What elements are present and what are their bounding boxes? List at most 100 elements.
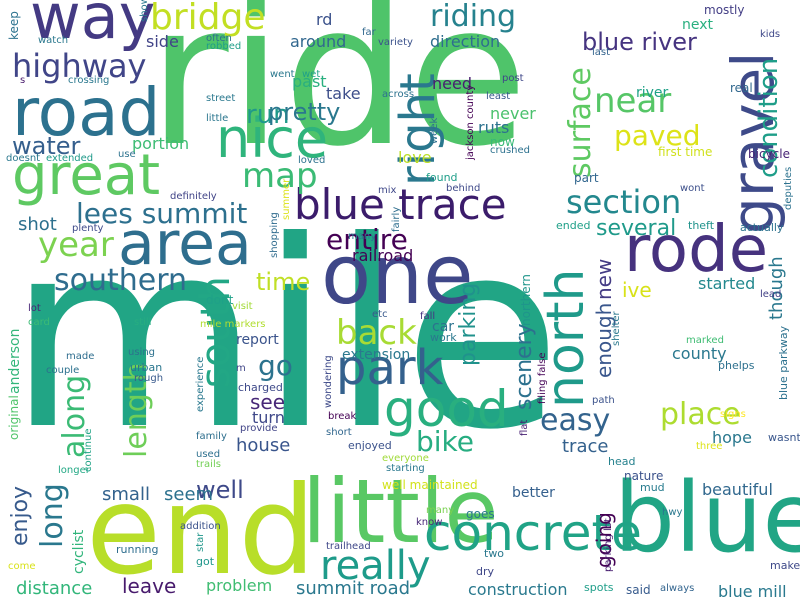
word-starting: starting — [386, 463, 425, 474]
word-wondering: wondering — [323, 355, 334, 408]
word-marked: marked — [686, 335, 724, 346]
word-mile-markers: mile markers — [200, 319, 266, 330]
word-enjoy: enjoy — [8, 485, 33, 546]
word-enjoyed: enjoyed — [348, 439, 392, 452]
word-need: need — [432, 74, 472, 93]
word-crossing: crossing — [68, 75, 110, 86]
word-shot: shot — [18, 214, 57, 235]
word-end: end — [86, 460, 316, 600]
word-variety: variety — [378, 37, 413, 48]
word-s: s — [20, 75, 26, 86]
word-beautiful: beautiful — [702, 480, 773, 499]
word-way: way — [30, 0, 156, 53]
word-bicycle: bicycle — [748, 147, 790, 161]
word-run: run — [246, 100, 290, 130]
word-extended: extended — [46, 153, 94, 164]
word-highway: highway — [12, 47, 147, 85]
word-hope: hope — [712, 428, 752, 447]
word-seem: seem — [164, 484, 214, 505]
word-said: said — [626, 583, 651, 597]
word-around: around — [290, 32, 347, 51]
word-new: new — [592, 258, 616, 300]
word-mud: mud — [640, 481, 665, 494]
word-goes: goes — [466, 507, 495, 521]
word-ive: ive — [622, 278, 652, 302]
word-show: show — [139, 0, 150, 22]
word-anderson: anderson — [7, 328, 23, 394]
word-actually: actually — [740, 221, 784, 234]
word-running: running — [116, 543, 159, 556]
word-wet: wet — [302, 69, 321, 80]
word-map: map — [242, 156, 318, 196]
word-scenery: scenery — [512, 323, 537, 410]
word-come: come — [8, 561, 36, 572]
word-mix: mix — [378, 185, 397, 196]
word-river: river — [636, 85, 669, 101]
word-little-2: little — [206, 113, 229, 124]
word-addition: addition — [180, 521, 221, 532]
word-lot: lot — [28, 303, 41, 314]
word-good: good — [384, 380, 509, 438]
word-first-time: first time — [658, 145, 713, 159]
word-found: found — [426, 171, 458, 184]
word-work: work — [430, 331, 457, 344]
word-post: post — [502, 73, 524, 84]
word-original: original — [7, 395, 21, 440]
word-often: often — [206, 33, 232, 44]
word-house: house — [236, 435, 291, 456]
word-using: using — [128, 347, 156, 358]
word-side: side — [146, 32, 179, 51]
word-etc: etc — [372, 309, 388, 320]
word-construction: construction — [468, 580, 568, 599]
word-blue-trace: blue trace — [294, 180, 507, 229]
word-definitely: definitely — [170, 191, 217, 202]
word-many-2: many — [348, 231, 377, 242]
word-crushed: crushed — [490, 145, 530, 156]
word-lees-summit: lees summit — [76, 197, 248, 230]
word-well: well — [196, 476, 244, 504]
word-trails: trails — [196, 459, 221, 470]
word-now: now — [490, 135, 515, 149]
word-went: went — [270, 69, 295, 80]
word-always: always — [660, 583, 695, 594]
word-urban: urban — [130, 361, 163, 374]
word-lead: lead — [760, 289, 782, 300]
word-riding: riding — [430, 0, 517, 34]
word-better: better — [512, 485, 555, 501]
word-cyclist: cyclist — [71, 529, 87, 574]
word-surface: surface — [563, 67, 598, 178]
word-really: really — [320, 543, 431, 589]
word-got: got — [196, 555, 215, 568]
word-card: card — [28, 317, 50, 328]
word-nice: nice — [216, 107, 329, 170]
word-concrete: concrete — [424, 504, 642, 562]
word-everyone: everyone — [382, 453, 429, 464]
word-used: used — [196, 449, 221, 460]
word-doesnt: doesnt — [6, 153, 41, 164]
word-theft: theft — [688, 219, 715, 232]
word-park: park — [336, 340, 444, 396]
word-still: still — [134, 317, 152, 328]
word-family: family — [196, 431, 227, 442]
word-across: across — [382, 89, 415, 100]
word-spots: spots — [584, 581, 614, 594]
word-distance: distance — [16, 578, 93, 599]
word-rode: rode — [624, 213, 769, 287]
word-break: break — [328, 411, 357, 422]
word-mostly: mostly — [704, 3, 745, 17]
word-rough: rough — [134, 373, 164, 384]
word-several: several — [596, 216, 677, 241]
word-blue-parkway: blue parkway — [777, 325, 790, 400]
word-couple: couple — [46, 365, 80, 376]
word-ended: ended — [556, 219, 591, 232]
word-three: three — [696, 441, 723, 452]
word-make: make — [770, 559, 800, 572]
word-bike: bike — [416, 425, 474, 458]
word-see: see — [250, 390, 286, 414]
word-take: take — [326, 84, 361, 103]
word-parking-lot: parking lot — [603, 518, 614, 572]
word-mile: mile — [8, 186, 562, 486]
word-water: water — [12, 132, 81, 160]
word-use: use — [118, 149, 136, 160]
word-parking: parking — [456, 282, 481, 366]
